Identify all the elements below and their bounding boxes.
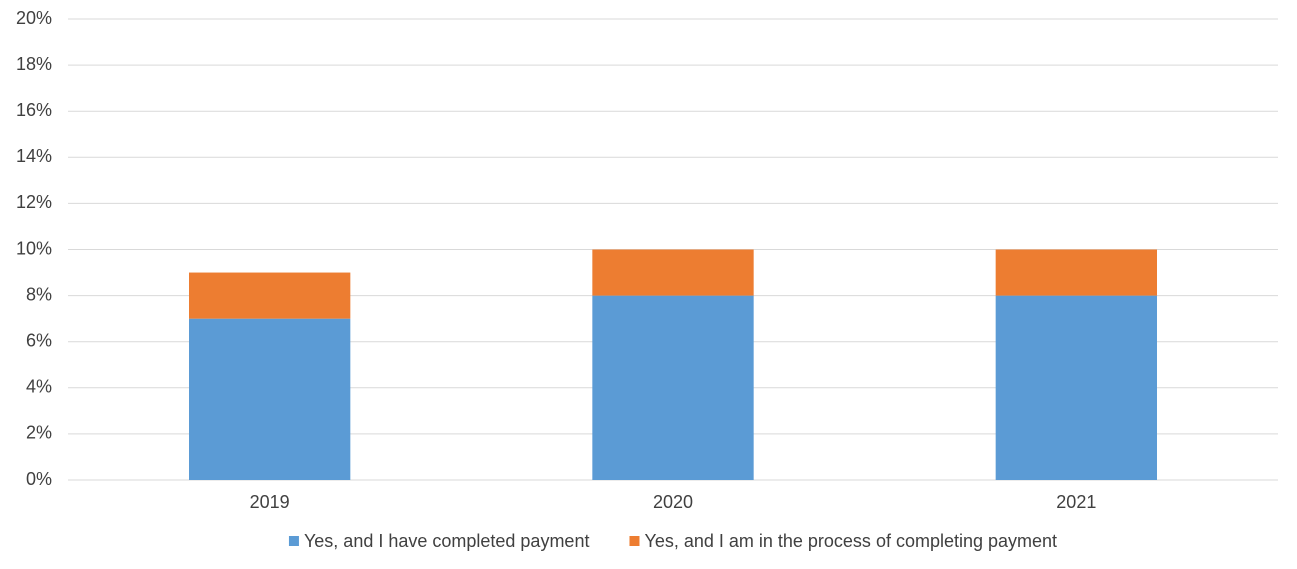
bar-segment <box>592 295 754 480</box>
bar-segment <box>592 249 754 296</box>
y-tick-label: 14% <box>16 146 52 166</box>
bar-segment <box>189 272 351 319</box>
y-tick-label: 0% <box>26 469 52 489</box>
y-tick-label: 16% <box>16 100 52 120</box>
bar-segment <box>189 318 351 480</box>
y-tick-label: 2% <box>26 423 52 443</box>
bar-segment <box>995 295 1157 480</box>
y-tick-label: 10% <box>16 238 52 258</box>
legend-swatch <box>288 536 299 546</box>
legend-label: Yes, and I am in the process of completi… <box>644 531 1057 551</box>
y-tick-label: 6% <box>26 330 52 350</box>
y-tick-label: 4% <box>26 377 52 397</box>
legend-label: Yes, and I have completed payment <box>304 531 590 551</box>
x-tick-label: 2020 <box>653 492 693 512</box>
y-tick-label: 18% <box>16 54 52 74</box>
y-tick-label: 12% <box>16 192 52 212</box>
y-tick-label: 8% <box>26 284 52 304</box>
legend-swatch <box>629 536 640 546</box>
y-tick-label: 20% <box>16 8 52 28</box>
x-tick-label: 2021 <box>1056 492 1096 512</box>
x-tick-label: 2019 <box>250 492 290 512</box>
bar-segment <box>995 249 1157 296</box>
